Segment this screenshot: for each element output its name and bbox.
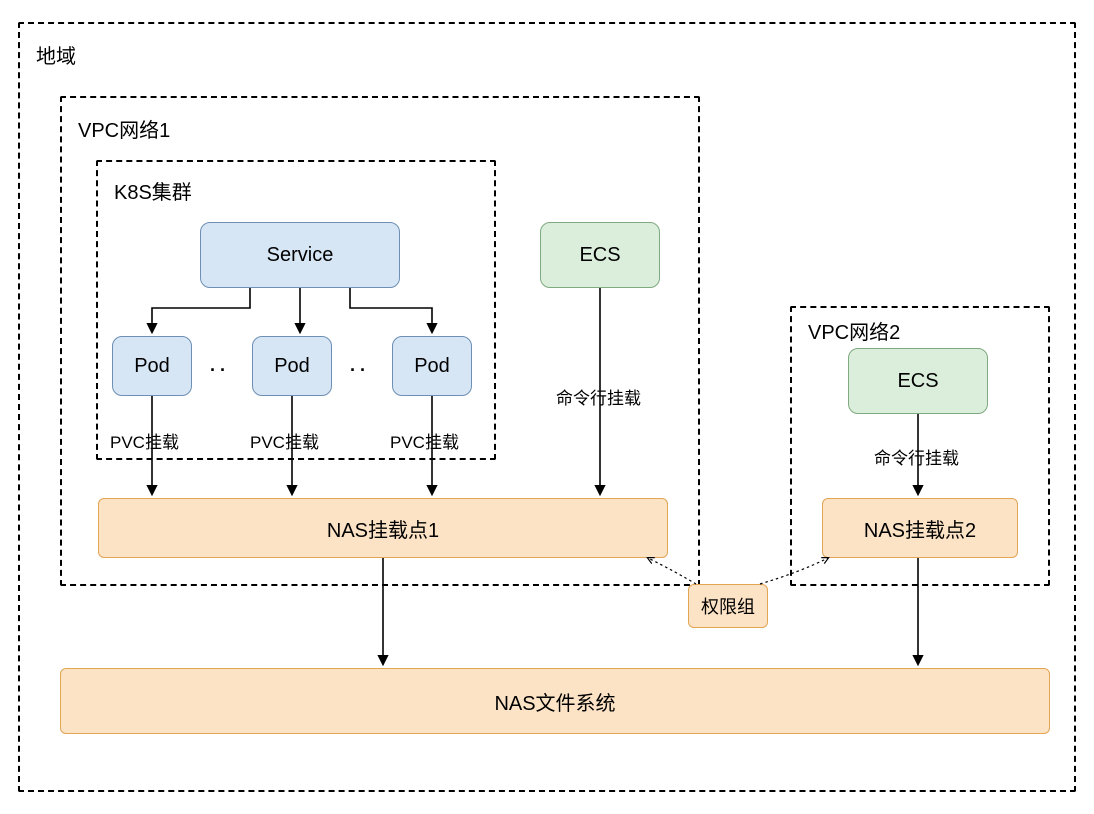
mount1-node: NAS挂载点1 (98, 498, 668, 558)
dots-2: ·· (350, 360, 370, 381)
nasfs-label: NAS文件系统 (494, 687, 615, 716)
mount2-node: NAS挂载点2 (822, 498, 1018, 558)
cli1-label: 命令行挂载 (556, 384, 641, 409)
pod2-node: Pod (252, 336, 332, 396)
diagram-stage: 地域 VPC网络1 VPC网络2 K8S集群 Service Pod Pod P… (0, 0, 1094, 814)
pod1-label: Pod (134, 355, 170, 378)
pod2-label: Pod (274, 355, 310, 378)
pvc2-label: PVC挂载 (250, 428, 319, 453)
ecs1-node: ECS (540, 222, 660, 288)
nasfs-node: NAS文件系统 (60, 668, 1050, 734)
k8s-box (96, 160, 496, 460)
ecs1-label: ECS (579, 244, 620, 267)
region-label: 地域 (36, 40, 76, 69)
vpc2-label: VPC网络2 (808, 316, 900, 345)
service-label: Service (267, 244, 334, 267)
cli2-label: 命令行挂载 (874, 444, 959, 469)
ecs2-node: ECS (848, 348, 988, 414)
pvc1-label: PVC挂载 (110, 428, 179, 453)
dots-1: ·· (210, 360, 230, 381)
k8s-label: K8S集群 (114, 176, 192, 205)
pod3-label: Pod (414, 355, 450, 378)
mount1-label: NAS挂载点1 (327, 514, 439, 543)
pod1-node: Pod (112, 336, 192, 396)
mount2-label: NAS挂载点2 (864, 514, 976, 543)
service-node: Service (200, 222, 400, 288)
vpc1-label: VPC网络1 (78, 114, 170, 143)
pvc3-label: PVC挂载 (390, 428, 459, 453)
pod3-node: Pod (392, 336, 472, 396)
perm-node: 权限组 (688, 584, 768, 628)
perm-label: 权限组 (701, 593, 755, 619)
ecs2-label: ECS (897, 370, 938, 393)
